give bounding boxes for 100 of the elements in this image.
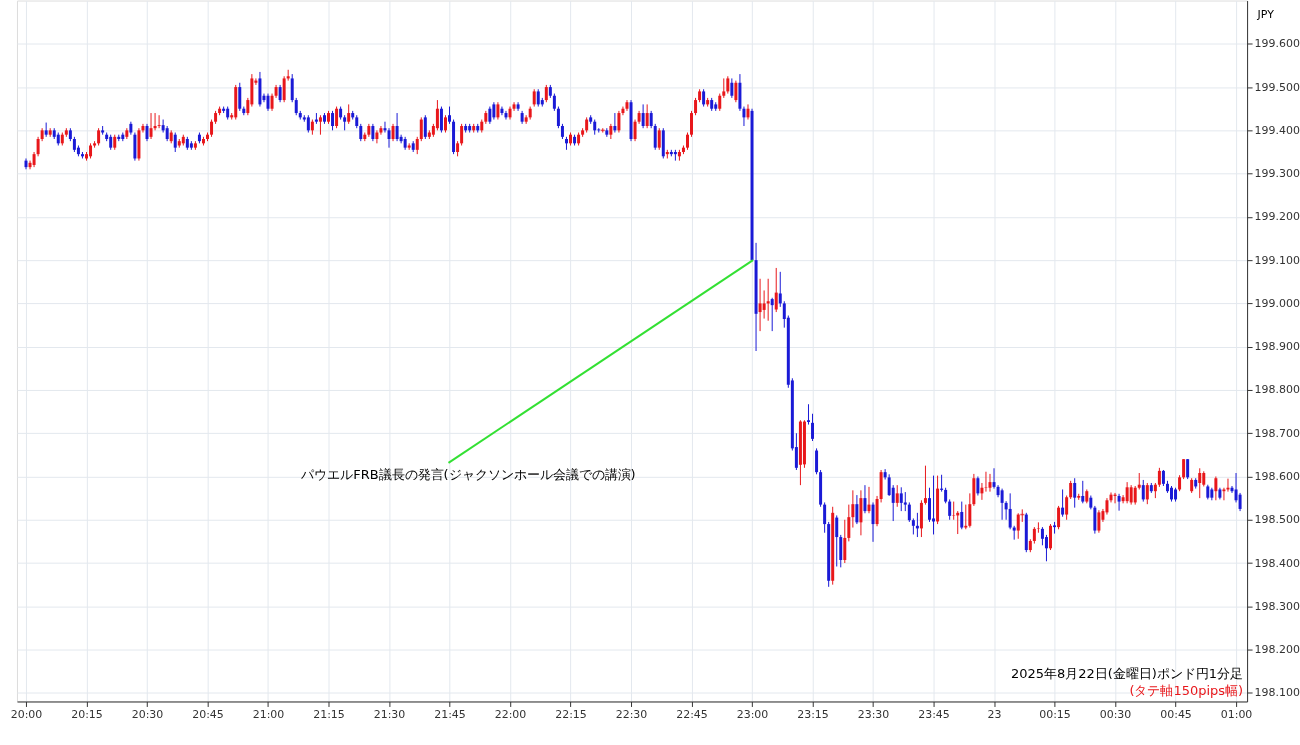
candlestick bbox=[964, 504, 968, 530]
x-tick-label: 23 bbox=[987, 707, 1002, 721]
candlestick bbox=[907, 501, 911, 523]
candlestick bbox=[318, 114, 322, 136]
candlestick bbox=[770, 297, 774, 332]
candlestick bbox=[690, 110, 694, 138]
candlestick bbox=[843, 519, 847, 564]
y-tick-label: 198.100 bbox=[1254, 686, 1300, 700]
x-tick-label: 22:45 bbox=[676, 707, 708, 721]
candlestick bbox=[435, 99, 439, 131]
x-tick-label: 20:30 bbox=[131, 707, 164, 721]
candlestick bbox=[1182, 458, 1186, 480]
candlestick bbox=[734, 80, 738, 103]
candlestick bbox=[383, 121, 387, 134]
candlestick bbox=[948, 498, 952, 521]
x-tick-label: 21:15 bbox=[313, 707, 345, 721]
candlestick bbox=[758, 278, 762, 332]
candlestick bbox=[238, 82, 242, 112]
candlestick bbox=[133, 132, 137, 162]
candlestick bbox=[899, 486, 903, 512]
candlestick bbox=[653, 123, 657, 151]
candlestick bbox=[871, 501, 875, 543]
candlestick bbox=[895, 484, 899, 508]
candlestick bbox=[1157, 467, 1161, 488]
candlestick bbox=[839, 534, 843, 568]
candlestick bbox=[835, 514, 839, 567]
candlestick bbox=[1000, 488, 1004, 521]
candlestick bbox=[1222, 487, 1226, 501]
candlestick bbox=[1186, 458, 1190, 480]
x-tick-label: 00:45 bbox=[1160, 707, 1192, 721]
candlestick bbox=[617, 110, 621, 134]
candlestick bbox=[375, 129, 379, 144]
x-tick-label: 23:00 bbox=[736, 707, 769, 721]
candlestick bbox=[855, 494, 859, 525]
candlestick bbox=[851, 489, 855, 529]
candlestick bbox=[923, 465, 927, 506]
candlestick bbox=[867, 486, 871, 514]
candlestick bbox=[1125, 481, 1129, 504]
x-tick-label: 21:00 bbox=[252, 707, 285, 721]
candlestick bbox=[460, 123, 464, 146]
candlestick bbox=[1008, 492, 1012, 530]
candlestick bbox=[1145, 482, 1149, 505]
y-tick-label: 198.400 bbox=[1254, 556, 1300, 570]
annotation: パウエルFRB議長の発言(ジャクソンホール会議での講演) bbox=[300, 466, 636, 482]
candlestick bbox=[641, 103, 645, 129]
candlestick bbox=[932, 475, 936, 535]
candlestick bbox=[290, 73, 294, 103]
candlestick bbox=[1040, 526, 1044, 546]
x-tick-label: 22:15 bbox=[555, 707, 587, 721]
candlestick bbox=[1081, 480, 1085, 504]
y-tick-label: 198.300 bbox=[1254, 599, 1300, 613]
candlestick bbox=[988, 473, 992, 493]
candlestick bbox=[1141, 479, 1145, 503]
candlestick bbox=[1214, 475, 1218, 501]
y-tick-label: 199.300 bbox=[1254, 167, 1300, 181]
candlestick bbox=[613, 112, 617, 134]
candlestick bbox=[1198, 467, 1202, 499]
y-tick-label: 198.600 bbox=[1254, 469, 1300, 483]
candlestick bbox=[774, 267, 778, 313]
candlestick bbox=[1129, 484, 1133, 506]
candlestick bbox=[976, 475, 980, 497]
candlestick bbox=[1057, 505, 1061, 530]
candlestick bbox=[1073, 477, 1077, 509]
candlestick bbox=[722, 77, 726, 99]
candlestick bbox=[173, 132, 177, 153]
candlestick bbox=[1061, 488, 1065, 518]
candlestick bbox=[903, 491, 907, 512]
candlestick bbox=[1097, 509, 1101, 534]
x-tick-label: 23:45 bbox=[918, 707, 950, 721]
x-tick-label: 22:00 bbox=[494, 707, 527, 721]
annotation: 2025年8月22日(金曜日)ポンド円1分足 bbox=[1010, 665, 1244, 681]
candlestick bbox=[395, 112, 399, 142]
y-tick-label: 199.400 bbox=[1254, 123, 1300, 137]
x-tick-label: 21:30 bbox=[373, 707, 406, 721]
y-tick-label: 199.600 bbox=[1254, 37, 1300, 51]
candlestick bbox=[968, 492, 972, 529]
candlestick bbox=[883, 468, 887, 481]
y-tick-label: 198.200 bbox=[1254, 643, 1300, 657]
candlestick bbox=[746, 103, 750, 121]
candlestick bbox=[1238, 492, 1242, 512]
candlestick bbox=[778, 271, 782, 308]
candlestick bbox=[645, 103, 649, 129]
candlestick bbox=[1016, 512, 1020, 540]
candlestick bbox=[419, 116, 423, 142]
candlestick bbox=[960, 501, 964, 530]
y-tick-label: 198.500 bbox=[1254, 513, 1300, 527]
candlestick bbox=[149, 112, 153, 140]
candlestick bbox=[1133, 485, 1137, 506]
x-tick-label: 22:30 bbox=[615, 707, 648, 721]
candlestick bbox=[863, 484, 867, 514]
candlestick bbox=[335, 106, 339, 129]
x-tick-label: 20:15 bbox=[71, 707, 103, 721]
candlestick bbox=[730, 77, 734, 99]
candlestick bbox=[928, 487, 931, 523]
x-tick-label: 20:00 bbox=[10, 707, 43, 721]
candlestick bbox=[556, 106, 560, 129]
x-tick-label: 23:15 bbox=[797, 707, 829, 721]
candlestick bbox=[1093, 505, 1097, 535]
candlestick bbox=[823, 501, 827, 534]
candlestick bbox=[387, 127, 391, 149]
